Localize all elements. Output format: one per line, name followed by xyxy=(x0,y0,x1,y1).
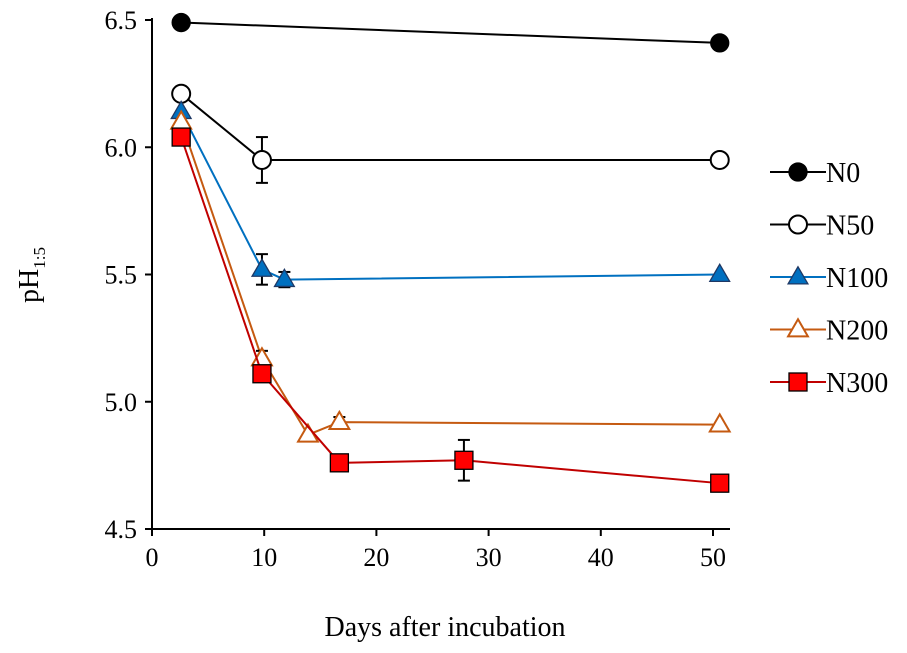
series-N50 xyxy=(171,83,730,184)
legend-item-N200: N200 xyxy=(770,316,888,347)
series-N100 xyxy=(170,100,731,289)
y-tick-label: 6.5 xyxy=(105,6,138,35)
data-point-N200 xyxy=(786,317,810,338)
y-tick-label: 6.0 xyxy=(105,133,138,162)
series-N300 xyxy=(171,127,730,493)
x-tick-label: 30 xyxy=(476,543,502,572)
data-point-N300 xyxy=(788,372,808,392)
data-point-N300 xyxy=(252,364,272,384)
data-point-N50 xyxy=(251,149,272,170)
legend-label: N50 xyxy=(826,211,874,242)
data-point-N300 xyxy=(171,127,191,147)
data-point-N300 xyxy=(454,450,474,470)
x-tick-label: 40 xyxy=(588,543,614,572)
legend-item-N50: N50 xyxy=(770,211,874,242)
data-point-N50 xyxy=(709,149,730,170)
legend: N0 N50 N100 N200 N300 xyxy=(770,158,888,399)
legend-label: N200 xyxy=(826,316,888,347)
series-N0 xyxy=(171,12,730,53)
x-tick-label: 20 xyxy=(363,543,389,572)
series-group xyxy=(169,12,732,493)
series-line-N300 xyxy=(180,136,720,485)
data-point-N0 xyxy=(788,162,808,182)
x-tick-label: 0 xyxy=(146,543,159,572)
legend-label: N300 xyxy=(826,368,888,399)
data-point-N100 xyxy=(273,268,296,288)
y-tick-label: 5.5 xyxy=(105,261,138,290)
legend-item-N0: N0 xyxy=(770,158,860,189)
data-point-N0 xyxy=(171,12,191,33)
y-tick-label: 4.5 xyxy=(105,515,138,544)
y-axis-label: pH1:5 xyxy=(14,247,49,303)
data-point-N300 xyxy=(710,473,730,493)
data-point-N200 xyxy=(327,409,352,430)
x-axis-label: Days after incubation xyxy=(324,612,565,643)
x-tick-label: 10 xyxy=(251,543,277,572)
data-point-N100 xyxy=(708,262,731,282)
data-point-N0 xyxy=(710,33,730,53)
legend-label: N0 xyxy=(826,158,860,189)
axes: 0 10 20 30 40 50 4.5 5.0 5.5 6.0 6.5 xyxy=(105,6,730,572)
data-point-N200 xyxy=(708,412,732,433)
y-axis-label-group: pH1:5 xyxy=(14,247,49,303)
data-point-N300 xyxy=(329,453,350,473)
y-tick-label: 5.0 xyxy=(105,388,138,417)
series-line-N0 xyxy=(181,21,720,44)
series-line-N100 xyxy=(180,111,720,281)
legend-item-N300: N300 xyxy=(770,368,888,399)
series-N200 xyxy=(169,109,732,443)
x-tick-label: 50 xyxy=(700,543,726,572)
data-point-N50 xyxy=(788,214,808,235)
legend-item-N100: N100 xyxy=(770,263,888,294)
data-point-N100 xyxy=(786,265,810,285)
legend-label: N100 xyxy=(826,263,888,294)
data-point-N100 xyxy=(250,257,273,277)
